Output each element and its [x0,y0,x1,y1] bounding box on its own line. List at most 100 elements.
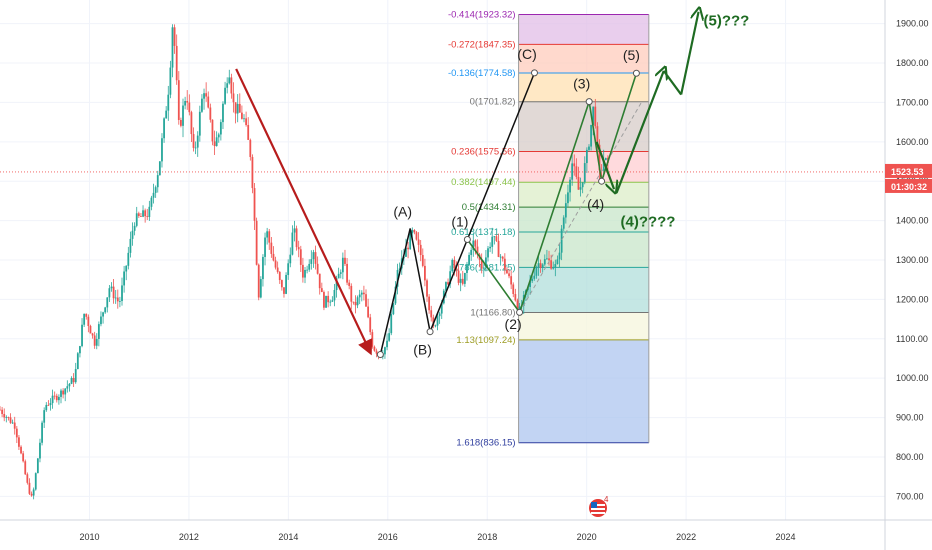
candle-body [329,301,332,303]
candle-body [60,390,62,397]
candle-body [41,422,43,443]
candle-body [352,301,355,303]
bar-countdown-tag [885,178,932,193]
impulse-wave-label: (2) [505,316,522,332]
candle-body [367,306,370,318]
candle-body [493,236,496,238]
candle-body [72,378,75,383]
abc-wave-path [379,72,536,355]
candle-body [112,286,115,299]
impulse-wave-label: (3) [573,76,590,92]
candle-body [335,278,338,291]
candle-body [182,105,184,126]
candle-body [323,292,325,308]
y-tick-label: 900.00 [896,413,924,423]
candle-body [163,118,165,139]
price-axis[interactable]: 700.00 800.00 900.00 1000.00 1100.00 1200.00 1… [884,0,932,550]
wave-pivot [632,69,640,77]
x-tick-label: 2010 [79,532,99,542]
time-axis[interactable]: 2010 2012 2014 2016 2018 2020 2022 2024 [0,519,932,542]
candle-body [447,282,449,285]
fibonacci-retracement[interactable]: -0.414(1923.32) -0.272(1847.35) -0.136(177… [448,9,650,449]
impulse-wave-label: (5) [623,47,640,63]
bar-countdown-label: 01:30:32 [891,182,927,192]
drawing-annotations[interactable]: (A) (B) (C) (1) (2) (3) (4) (5) (4)???? (5)??? [0,12,885,359]
fib-zone [518,44,649,74]
candle-body [62,390,65,395]
fib-level-label: 1.618(836.15) [456,438,515,449]
candle-body [285,274,287,294]
projection-arrow [680,12,698,95]
candle-body [421,255,424,266]
y-tick-label: 1000.00 [896,373,929,383]
fib-zone [518,101,649,152]
candle-body [518,306,521,310]
candle-body [64,388,67,395]
x-tick-label: 2022 [676,532,696,542]
candle-body [108,288,111,298]
x-tick-label: 2018 [477,532,497,542]
candle-body [588,146,590,150]
candle-body [594,106,597,127]
candle-body [28,482,31,494]
candle-body [453,259,456,269]
candle-body [234,102,237,114]
candle-body [76,353,79,370]
wave-pivot [463,236,471,244]
candle-body [546,258,548,260]
candle-body [516,300,519,310]
x-tick-label: 2020 [577,532,597,542]
y-tick-label: 1400.00 [896,216,929,226]
impulse-wave-label: (1) [451,214,468,230]
candle-body [55,395,58,401]
candle-body [535,267,538,276]
candle-body [463,272,466,284]
candle-body [97,324,100,339]
candle-body [211,119,214,142]
fib-level-label: 0.382(1497.44) [451,177,515,188]
candle-body [140,216,142,217]
candle-body [205,93,208,97]
candle-body [419,244,422,256]
impulse-wave-label: (4) [587,196,604,212]
candle-body [573,163,576,167]
candle-body [514,294,517,301]
y-tick-label: 1800.00 [896,58,929,68]
y-tick-label: 700.00 [896,491,924,501]
projection-label: (5)??? [704,13,750,30]
candle-body [577,176,580,190]
candle-body [289,254,292,264]
candle-body [7,417,10,418]
candle-body [596,126,599,145]
candle-body [74,369,77,383]
candle-body [146,216,149,218]
candle-body [539,263,542,269]
candle-body [499,256,502,258]
candle-body [554,264,557,268]
candle-body [373,346,376,351]
candle-body [167,94,170,111]
candle-body [438,313,441,317]
candle-body [491,236,494,247]
candle-body [497,240,500,257]
x-tick-label: 2014 [278,532,298,542]
candle-body [333,290,336,301]
candle-body [541,264,544,269]
candle-body [396,270,399,287]
candle-body [564,203,567,218]
candle-body [510,276,513,285]
news-badge-icon[interactable]: 4 [589,495,609,517]
wave-pivot [376,351,384,359]
candle-body [36,458,39,474]
candle-body [165,110,168,119]
candle-body [169,67,172,95]
candle-body [304,269,306,278]
candle-body [411,230,414,234]
candle-body [188,102,191,113]
y-tick-label: 1200.00 [896,294,929,304]
candle-body [476,246,479,255]
candle-body [590,124,592,147]
candle-body [371,332,374,347]
candle-body [70,378,73,384]
